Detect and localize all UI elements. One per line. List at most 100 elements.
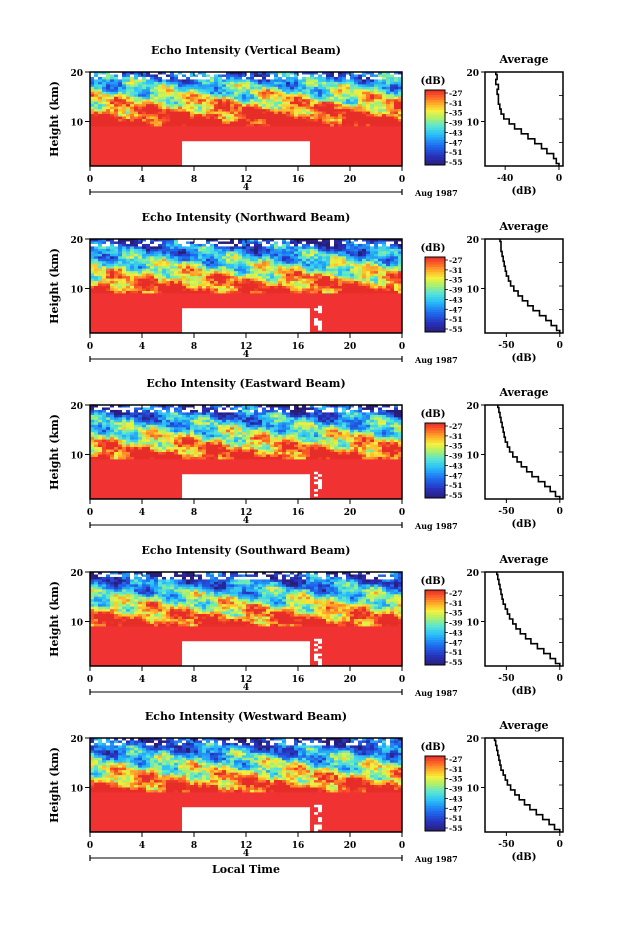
- heatmap-cell: [362, 131, 366, 134]
- heatmap-cell: [166, 264, 170, 267]
- heatmap-cell: [266, 146, 270, 149]
- heatmap-cell: [282, 261, 286, 264]
- colorbar-segment: [425, 110, 445, 113]
- heatmap-cell: [214, 159, 218, 162]
- heatmap-cell: [350, 107, 354, 110]
- heatmap-cell: [182, 146, 186, 149]
- heatmap-cell: [258, 146, 262, 149]
- heatmap-cell: [334, 261, 338, 264]
- heatmap-cell: [246, 264, 250, 267]
- heatmap-cell: [346, 284, 350, 287]
- heatmap-cell: [382, 92, 386, 95]
- heatmap-cell: [122, 279, 126, 282]
- heatmap-cell: [210, 92, 214, 95]
- heatmap-cell: [290, 149, 294, 152]
- heatmap-cell: [186, 271, 190, 274]
- heatmap-cell: [170, 271, 174, 274]
- average-x-tick-label: -40: [497, 174, 513, 184]
- heatmap-cell: [206, 141, 210, 144]
- heatmap-cell: [350, 104, 354, 107]
- heatmap-cell: [146, 161, 150, 164]
- heatmap-cell: [334, 251, 338, 254]
- heatmap-cell: [102, 126, 106, 129]
- heatmap-cell: [286, 107, 290, 110]
- heatmap-cell: [266, 256, 270, 259]
- heatmap-cell: [294, 97, 298, 100]
- heatmap-cell: [198, 87, 202, 90]
- heatmap-cell: [262, 161, 266, 164]
- heatmap-cell: [226, 284, 230, 287]
- heatmap-cell: [178, 126, 182, 129]
- heatmap-cell: [106, 249, 110, 252]
- heatmap-cell: [230, 134, 234, 137]
- heatmap-cell: [102, 241, 106, 244]
- heatmap-cell: [270, 146, 274, 149]
- heatmap-cell: [250, 284, 254, 287]
- heatmap-cell: [350, 241, 354, 244]
- heatmap-cell: [330, 254, 334, 257]
- heatmap-cell: [286, 112, 290, 115]
- heatmap-cell: [354, 139, 358, 142]
- heatmap-cell: [94, 131, 98, 134]
- heatmap-cell: [266, 89, 270, 92]
- heatmap-cell: [238, 77, 242, 80]
- heatmap-cell: [346, 279, 350, 282]
- heatmap-cell: [210, 261, 214, 264]
- heatmap-cell: [166, 298, 170, 301]
- colorbar-segment: [425, 155, 445, 158]
- heatmap-cell: [110, 104, 114, 107]
- heatmap-cell: [170, 256, 174, 259]
- heatmap-cell: [354, 256, 358, 259]
- heatmap-cell: [182, 161, 186, 164]
- heatmap-cell: [278, 77, 282, 80]
- heatmap-cell: [146, 281, 150, 284]
- heatmap-cell: [234, 281, 238, 284]
- heatmap-cell: [126, 279, 130, 282]
- heatmap-cell: [226, 276, 230, 279]
- heatmap-cell: [242, 284, 246, 287]
- heatmap-cell: [294, 77, 298, 80]
- heatmap-cell: [158, 92, 162, 95]
- heatmap-cell: [390, 112, 394, 115]
- heatmap-cell: [314, 151, 318, 154]
- heatmap-cell: [258, 124, 262, 127]
- heatmap-cell: [238, 259, 242, 262]
- heatmap-cell: [278, 291, 282, 294]
- heatmap-cell: [274, 264, 278, 267]
- heatmap-cell: [138, 249, 142, 252]
- heatmap-cell: [254, 286, 258, 289]
- heatmap-cell: [206, 246, 210, 249]
- heatmap-cell: [374, 134, 378, 137]
- heatmap-cell: [366, 156, 370, 159]
- heatmap-cell: [126, 97, 130, 100]
- heatmap-cell: [234, 254, 238, 257]
- heatmap-cell: [214, 112, 218, 115]
- heatmap-cell: [238, 246, 242, 249]
- heatmap-cell: [230, 161, 234, 164]
- colorbar-tick-label: -35: [449, 109, 463, 118]
- heatmap-cell: [382, 104, 386, 107]
- heatmap-cell: [342, 274, 346, 277]
- heatmap-cell: [290, 284, 294, 287]
- heatmap-cell: [210, 264, 214, 267]
- heatmap-cell: [274, 109, 278, 112]
- heatmap-cell: [318, 121, 322, 124]
- heatmap-cell: [210, 244, 214, 247]
- heatmap-cell: [382, 254, 386, 257]
- heatmap-cell: [218, 87, 222, 90]
- heatmap-cell: [370, 254, 374, 257]
- heatmap-cell: [138, 121, 142, 124]
- heatmap-cell: [326, 149, 330, 152]
- heatmap-cell: [130, 136, 134, 139]
- heatmap-cell: [286, 79, 290, 82]
- heatmap-cell: [146, 104, 150, 107]
- heatmap-cell: [394, 104, 398, 107]
- heatmap-cell: [94, 134, 98, 137]
- heatmap-cell: [170, 144, 174, 147]
- heatmap-cell: [150, 87, 154, 90]
- heatmap-cell: [302, 298, 306, 301]
- heatmap-cell: [234, 291, 238, 294]
- heatmap-cell: [182, 77, 186, 80]
- heatmap-cell: [270, 151, 274, 154]
- heatmap-cell: [374, 256, 378, 259]
